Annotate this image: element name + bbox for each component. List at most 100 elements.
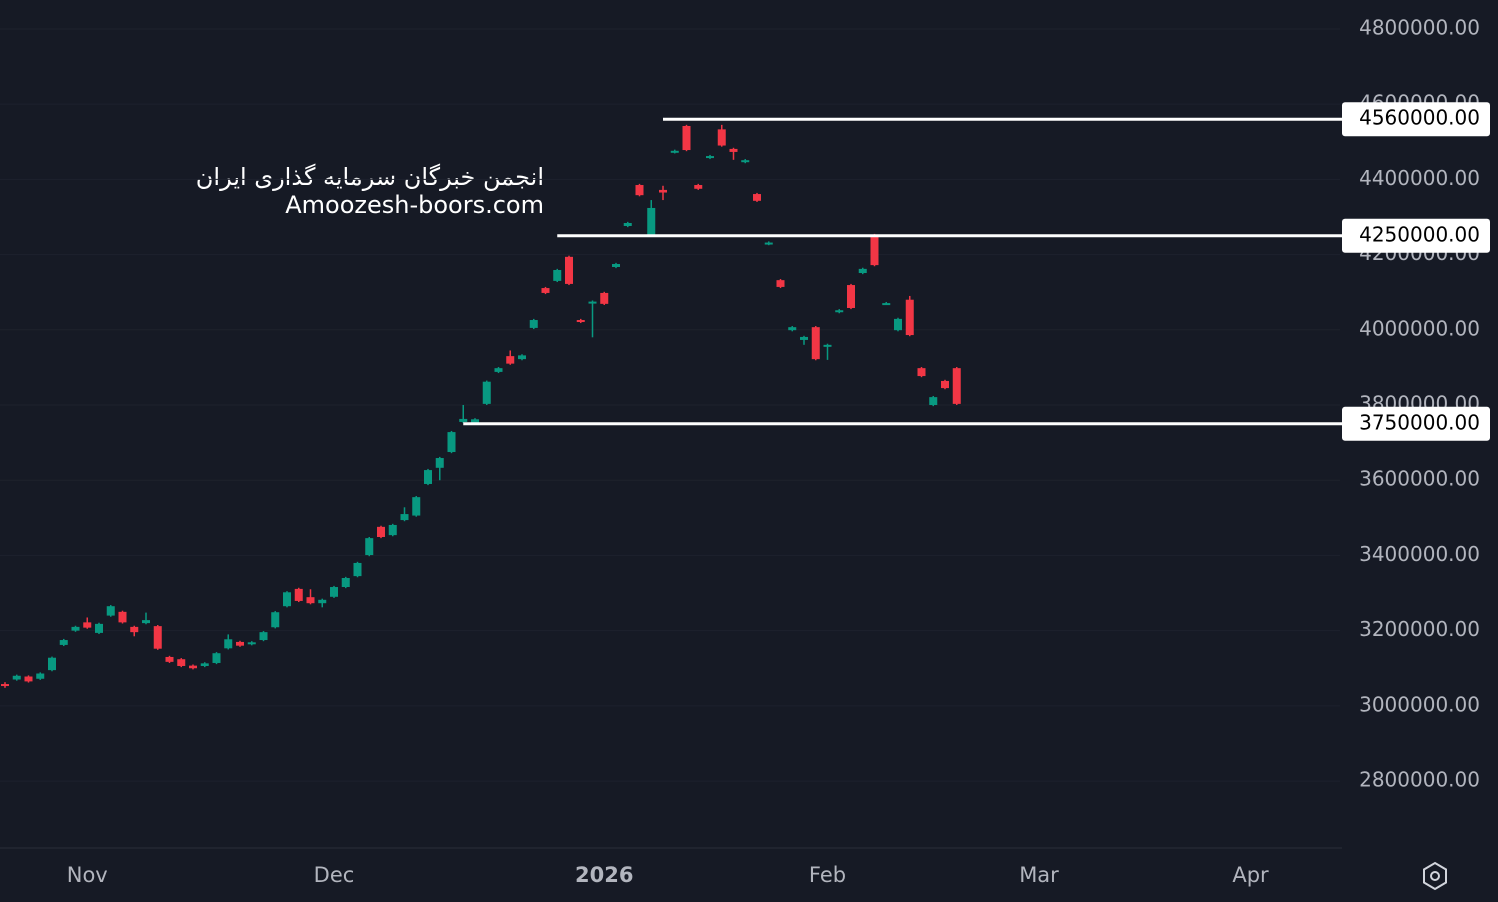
x-tick-label: Dec xyxy=(314,863,355,887)
candle-body xyxy=(189,665,197,669)
watermark: Amoozesh-boors.com xyxy=(285,191,544,219)
level-label-box xyxy=(1342,218,1490,253)
candle-body xyxy=(142,620,150,624)
candle-body xyxy=(482,381,491,404)
candle-body xyxy=(811,327,820,360)
candle-body xyxy=(894,318,902,331)
candle-body xyxy=(882,303,891,306)
watermark: انجمن خبرگان سرمایه گذاری ایران xyxy=(196,163,544,191)
candle-body xyxy=(341,577,350,588)
y-tick-label: 4400000.00 xyxy=(1359,166,1480,190)
candle-body xyxy=(224,639,233,649)
candle-body xyxy=(412,497,421,516)
candle-body xyxy=(153,626,162,649)
candle-body xyxy=(294,588,303,601)
level-label: 4250000.00 xyxy=(1359,222,1480,246)
candle-body xyxy=(670,150,679,153)
y-tick-label: 3400000.00 xyxy=(1359,542,1480,566)
candle-body xyxy=(59,640,68,645)
candle-body xyxy=(24,676,33,682)
candle-body xyxy=(835,310,844,313)
candle-body xyxy=(165,656,174,662)
candle-body xyxy=(130,626,139,633)
candle-body xyxy=(941,380,949,389)
candle-body xyxy=(471,419,479,424)
candle-body xyxy=(529,320,538,328)
level-label: 4560000.00 xyxy=(1359,106,1480,130)
candle-body xyxy=(400,514,409,521)
candle-body xyxy=(905,299,914,336)
candle-body xyxy=(259,632,268,641)
candle-body xyxy=(823,344,832,347)
candle-body xyxy=(565,256,573,284)
candle-body xyxy=(365,538,374,556)
candle-body xyxy=(659,189,667,193)
candle-body xyxy=(306,597,315,604)
candle-body xyxy=(388,524,397,536)
candle-body xyxy=(435,458,444,468)
settings-icon[interactable] xyxy=(1423,861,1447,891)
candle-body xyxy=(635,185,644,196)
candle-body xyxy=(788,327,797,331)
candle-body xyxy=(858,268,867,274)
candle-body xyxy=(682,125,691,151)
candle-body xyxy=(95,623,103,633)
candle-body xyxy=(271,612,280,628)
candle-body xyxy=(330,587,338,597)
x-tick-label: Nov xyxy=(67,863,108,887)
candle-body xyxy=(741,160,750,163)
candle-body xyxy=(600,292,609,304)
candle-body xyxy=(764,242,773,245)
candle-body xyxy=(12,675,21,680)
candle-body xyxy=(694,185,703,189)
y-tick-label: 3200000.00 xyxy=(1359,617,1480,641)
candle-body xyxy=(647,207,656,236)
y-tick-label: 4000000.00 xyxy=(1359,316,1480,340)
candle-body xyxy=(71,626,80,631)
y-tick-label: 3600000.00 xyxy=(1359,467,1480,491)
candle-body xyxy=(212,653,221,663)
x-tick-label: Mar xyxy=(1019,863,1059,887)
candle-body xyxy=(424,470,432,484)
x-tick-label: Feb xyxy=(809,863,846,887)
y-tick-label: 2800000.00 xyxy=(1359,768,1480,792)
candle-body xyxy=(447,432,456,453)
candle-body xyxy=(612,263,620,267)
y-tick-label: 3000000.00 xyxy=(1359,692,1480,716)
candle-body xyxy=(318,599,327,604)
candle-body xyxy=(917,368,926,377)
level-label-box xyxy=(1342,406,1490,441)
candle-body xyxy=(353,562,362,577)
candle-body xyxy=(800,336,808,340)
candle-body xyxy=(929,397,938,406)
settings-dot xyxy=(1430,871,1440,881)
candle-body xyxy=(494,368,503,372)
candle-body xyxy=(776,280,785,287)
candle-body xyxy=(506,356,515,364)
candle-body xyxy=(247,642,256,645)
candle-body xyxy=(236,641,244,646)
candle-body xyxy=(200,663,209,666)
candle-body xyxy=(717,129,726,146)
candle-body xyxy=(106,606,115,616)
candle-body xyxy=(706,156,714,159)
x-tick-label: 2026 xyxy=(575,863,633,887)
level-label: 3750000.00 xyxy=(1359,410,1480,434)
candle-body xyxy=(870,235,879,266)
candle-body xyxy=(377,526,385,538)
candle-body xyxy=(576,320,585,323)
candle-body xyxy=(952,368,961,404)
candle-body xyxy=(518,355,526,360)
candle-body xyxy=(118,611,127,623)
candle-body xyxy=(48,657,56,671)
candle-body xyxy=(36,673,45,679)
candle-body xyxy=(847,285,855,308)
candle-body xyxy=(753,194,761,201)
candle-body xyxy=(459,418,468,422)
candle-body xyxy=(553,270,562,281)
settings-hex xyxy=(1423,861,1447,891)
candle-body xyxy=(177,659,186,666)
